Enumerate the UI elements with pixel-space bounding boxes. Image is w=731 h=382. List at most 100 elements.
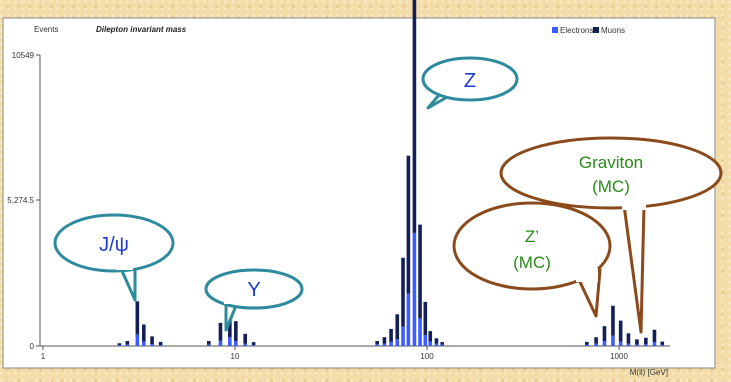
bar-muons	[234, 321, 238, 342]
callout-zprime-line2: (MC)	[513, 253, 551, 272]
bar-muons	[382, 337, 387, 344]
bar-muons	[389, 328, 393, 342]
x-tick-label-1: 1	[41, 352, 46, 361]
callout-z: Z	[421, 56, 519, 110]
callout-graviton: Graviton (MC)	[499, 136, 723, 334]
callout-z-text: Z	[464, 70, 476, 92]
bar-electrons	[125, 344, 130, 346]
bar-muons	[635, 339, 639, 345]
bar-muons	[440, 342, 444, 345]
bar-electrons	[618, 341, 623, 346]
legend-swatch-muons	[593, 27, 599, 33]
bar-electrons	[206, 344, 211, 346]
bar-electrons	[434, 343, 439, 346]
x-axis-label: M(ll) [GeV]	[630, 368, 668, 377]
bar-electrons	[611, 335, 615, 346]
bar-electrons	[585, 344, 589, 346]
callout-upsilon: Y	[204, 268, 304, 332]
x-tick-label-10: 10	[231, 352, 240, 361]
bar-muons	[626, 333, 631, 344]
legend-label-muons: Muons	[601, 26, 625, 35]
bars-group	[117, 0, 665, 346]
bar-muons	[142, 324, 146, 342]
bar-electrons	[243, 343, 247, 346]
bar-muons	[434, 338, 439, 344]
bar-muons	[412, 0, 417, 233]
callout-z-joint	[446, 84, 468, 92]
bar-electrons	[375, 344, 379, 346]
bar-electrons	[418, 318, 422, 346]
bar-electrons	[635, 344, 639, 346]
callout-graviton-line1: Graviton	[579, 153, 643, 172]
chart-title: Dilepton invariant mass	[96, 25, 187, 34]
callout-upsilon-text: Y	[247, 279, 260, 301]
callout-graviton-line2: (MC)	[592, 177, 630, 196]
callout-jpsi-text: J/ψ	[99, 234, 129, 256]
bar-muons	[251, 342, 256, 346]
bar-electrons	[251, 345, 256, 346]
y-tick-label-max: 10549	[12, 51, 35, 60]
callout-graviton-bubble	[499, 136, 723, 210]
bar-muons	[660, 341, 665, 345]
x-tick-label-100: 100	[420, 352, 434, 361]
bar-muons	[117, 343, 122, 346]
callout-zprime-bubble	[452, 201, 612, 291]
bar-electrons	[142, 341, 146, 346]
callout-upsilon-joint	[224, 298, 240, 304]
bar-electrons	[440, 344, 444, 346]
bar-electrons	[228, 337, 232, 346]
bar-muons	[125, 341, 130, 345]
bar-muons	[618, 320, 623, 342]
bar-muons	[602, 326, 607, 342]
bar-electrons	[428, 341, 433, 346]
bar-muons	[611, 305, 615, 336]
bar-muons	[401, 257, 405, 327]
bar-muons	[243, 333, 247, 344]
bar-electrons	[660, 344, 665, 346]
bar-muons	[418, 224, 422, 319]
bar-electrons	[389, 341, 393, 346]
legend-label-electrons: Electrons	[560, 26, 593, 35]
bar-electrons	[382, 343, 387, 346]
bar-electrons	[135, 334, 140, 346]
bar-muons	[423, 301, 428, 335]
bar-electrons	[158, 345, 163, 346]
bar-muons	[585, 341, 589, 345]
callout-zprime: Z’ (MC)	[452, 201, 612, 318]
bar-muons	[135, 301, 140, 335]
bar-muons	[206, 341, 211, 345]
bar-muons	[406, 155, 411, 294]
bar-electrons	[423, 334, 428, 346]
bar-electrons	[644, 344, 648, 346]
bar-muons	[158, 341, 163, 346]
bar-muons	[150, 336, 154, 345]
bar-muons	[395, 314, 400, 340]
legend: Electrons Muons	[552, 26, 625, 35]
bar-electrons	[406, 293, 411, 346]
bar-electrons	[412, 232, 417, 346]
x-tick-label-1000: 1000	[610, 352, 628, 361]
bar-muons	[644, 337, 648, 345]
bar-electrons	[594, 343, 598, 346]
bar-electrons	[234, 341, 238, 346]
bar-muons	[594, 337, 598, 344]
callout-zprime-joint	[576, 268, 598, 282]
callout-graviton-joint	[622, 200, 646, 210]
y-axis-label: Events	[34, 25, 58, 34]
bar-electrons	[401, 326, 405, 346]
bar-muons	[375, 341, 379, 345]
legend-swatch-electrons	[552, 27, 558, 33]
bar-electrons	[117, 345, 122, 346]
bar-electrons	[218, 340, 223, 346]
bar-electrons	[652, 342, 657, 346]
callout-jpsi: J/ψ	[53, 213, 175, 302]
callout-jpsi-joint	[116, 262, 133, 270]
y-tick-label-mid: 5,274.5	[7, 196, 34, 205]
callout-zprime-line1: Z’	[525, 227, 539, 246]
bar-electrons	[395, 339, 400, 346]
callout-jpsi-bubble	[53, 213, 175, 273]
bar-electrons	[150, 344, 154, 346]
bar-muons	[652, 329, 657, 343]
bar-electrons	[626, 343, 631, 346]
